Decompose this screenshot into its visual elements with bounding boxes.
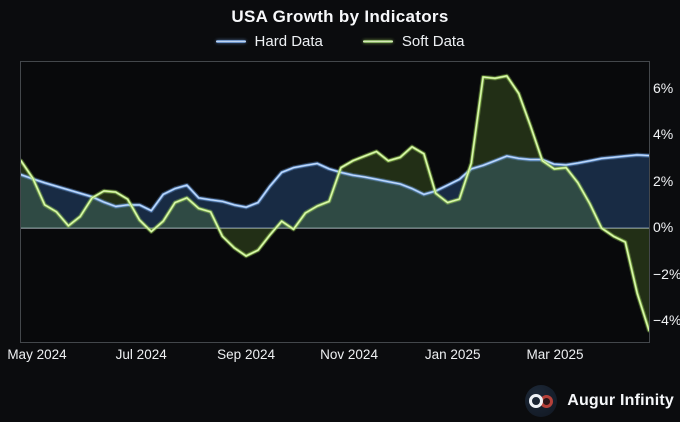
y-tick-label: 6% [653, 79, 674, 96]
legend-label-hard-data: Hard Data [254, 33, 323, 50]
x-tick-label: Jul 2024 [115, 347, 167, 362]
x-tick-label: Sep 2024 [217, 347, 275, 362]
infinity-logo-icon [525, 385, 558, 417]
x-tick-label: Jan 2025 [424, 347, 481, 362]
legend-label-soft-data: Soft Data [401, 33, 465, 50]
y-tick-label: −4% [653, 312, 680, 329]
y-tick-label: 0% [653, 219, 674, 236]
page-title: USA Growth by Indicators [231, 7, 449, 26]
chart-canvas [21, 73, 649, 333]
y-tick-label: 4% [653, 126, 674, 143]
hard-data-core [21, 154, 649, 212]
x-tick-label: Nov 2024 [320, 347, 378, 362]
hard-data-line-icon [215, 40, 246, 43]
brand: Augur Infinity [525, 385, 674, 417]
brand-name: Augur Infinity [567, 392, 674, 409]
y-tick-label: −2% [653, 265, 680, 282]
y-tick-label: 2% [653, 172, 674, 189]
x-tick-label: Mar 2025 [526, 347, 584, 362]
soft-data-line-icon [362, 40, 393, 43]
x-tick-label: May 2024 [7, 347, 67, 362]
plot-area [20, 61, 650, 343]
soft-data-core [21, 75, 649, 331]
legend: Hard Data Soft Data [0, 33, 680, 50]
legend-item-soft-data: Soft Data [362, 33, 465, 50]
hard-data-area [21, 154, 649, 229]
legend-item-hard-data: Hard Data [215, 33, 323, 50]
soft-data-area [21, 75, 649, 331]
infinity-left-loop [529, 394, 544, 408]
